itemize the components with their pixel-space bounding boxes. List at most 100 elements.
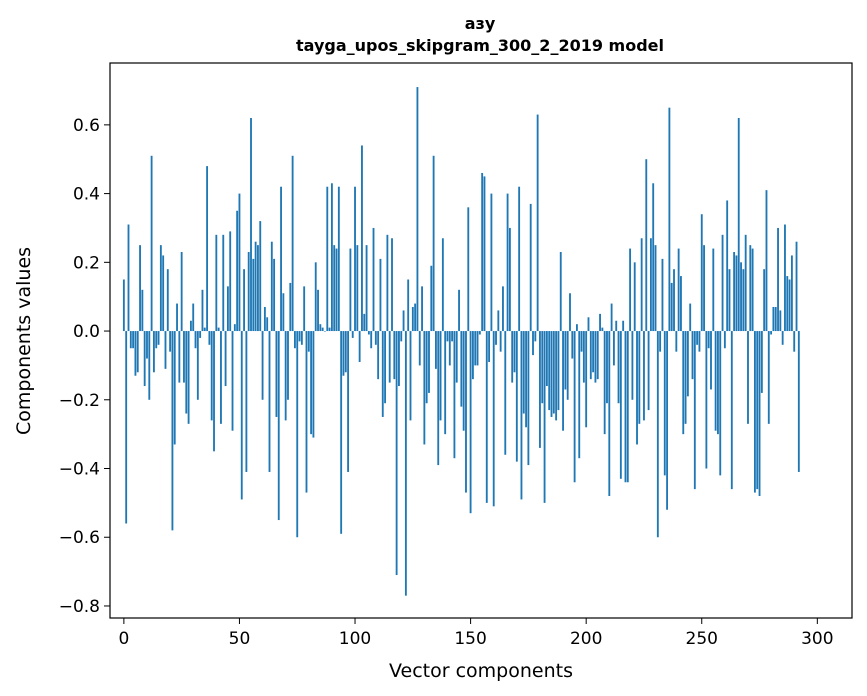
- bar: [495, 331, 497, 345]
- bar: [213, 331, 215, 452]
- bar: [300, 331, 303, 345]
- bar: [485, 331, 488, 503]
- bar: [587, 317, 590, 332]
- bar: [698, 331, 701, 352]
- bar: [474, 331, 477, 366]
- x-tick-label: 50: [229, 629, 251, 649]
- bar: [238, 193, 241, 332]
- bar: [777, 227, 779, 332]
- bar: [682, 331, 685, 435]
- y-axis-ticks: −0.8 −0.6 −0.4 −0.2 0.0 0.2 0.4 0.6: [59, 116, 110, 617]
- bar: [178, 331, 181, 383]
- bar: [393, 331, 396, 380]
- bar: [257, 245, 259, 332]
- bar: [277, 331, 280, 521]
- bar: [545, 331, 548, 387]
- bar: [686, 331, 689, 397]
- bar: [245, 331, 248, 472]
- bar: [374, 331, 377, 345]
- bar: [703, 245, 705, 332]
- bar: [557, 331, 560, 411]
- bar: [266, 317, 269, 332]
- bar: [781, 331, 784, 345]
- bar: [354, 186, 356, 332]
- bar: [633, 262, 636, 332]
- bar: [747, 331, 749, 424]
- bar: [432, 155, 435, 332]
- bar: [196, 331, 199, 400]
- bar: [210, 331, 213, 421]
- bar: [199, 331, 202, 338]
- bar: [520, 331, 523, 500]
- bar: [541, 331, 544, 404]
- bar: [326, 186, 329, 332]
- bar: [152, 331, 155, 373]
- bar: [437, 331, 440, 466]
- bar: [615, 320, 618, 332]
- bar: [529, 203, 532, 332]
- bar: [580, 331, 583, 352]
- bar: [166, 269, 169, 332]
- bar: [328, 327, 331, 332]
- bar: [435, 331, 437, 369]
- bar: [384, 331, 386, 404]
- bar: [608, 331, 611, 496]
- bar: [460, 331, 463, 407]
- bar: [367, 331, 370, 335]
- bar: [578, 331, 581, 459]
- bar: [518, 186, 521, 332]
- y-tick-label: 0.2: [73, 253, 100, 273]
- bar: [148, 331, 151, 400]
- bar: [222, 234, 225, 332]
- bar: [576, 324, 578, 332]
- bar: [645, 159, 648, 332]
- bar: [444, 331, 447, 435]
- bar: [446, 331, 449, 342]
- bar: [337, 186, 340, 332]
- x-tick-label: 0: [118, 629, 129, 649]
- bar: [416, 87, 419, 332]
- bar: [201, 289, 204, 332]
- bar: [714, 331, 717, 431]
- bar: [233, 324, 236, 332]
- bar: [550, 331, 553, 417]
- bar: [400, 331, 403, 342]
- bar: [471, 331, 474, 380]
- bar: [273, 258, 276, 332]
- x-tick-label: 200: [570, 629, 602, 649]
- bar: [649, 238, 652, 332]
- bar: [566, 331, 569, 400]
- bar: [793, 331, 796, 352]
- bar: [700, 214, 703, 332]
- bar: [476, 331, 479, 366]
- bar: [749, 245, 752, 332]
- bar: [499, 331, 502, 352]
- bar: [478, 331, 481, 335]
- bar: [638, 331, 641, 424]
- bar: [643, 331, 645, 421]
- bar: [742, 269, 745, 332]
- x-axis-label: Vector components: [389, 660, 573, 682]
- bar: [532, 331, 534, 356]
- bar: [779, 310, 782, 332]
- bar: [534, 331, 537, 342]
- y-axis-label: Components values: [13, 247, 35, 435]
- bar: [157, 331, 160, 345]
- bar: [358, 331, 361, 362]
- bar: [585, 331, 588, 428]
- bar: [508, 227, 511, 332]
- bar: [786, 276, 789, 332]
- bar: [391, 238, 393, 332]
- bar: [758, 331, 761, 496]
- bar: [280, 186, 282, 332]
- bar: [220, 331, 222, 424]
- bar: [356, 245, 359, 332]
- bar: [668, 107, 671, 332]
- bar: [395, 331, 398, 576]
- bar: [511, 331, 514, 383]
- bar: [388, 331, 391, 383]
- bar: [421, 286, 423, 332]
- bar: [573, 331, 576, 483]
- bar: [723, 331, 726, 349]
- bar: [751, 248, 754, 332]
